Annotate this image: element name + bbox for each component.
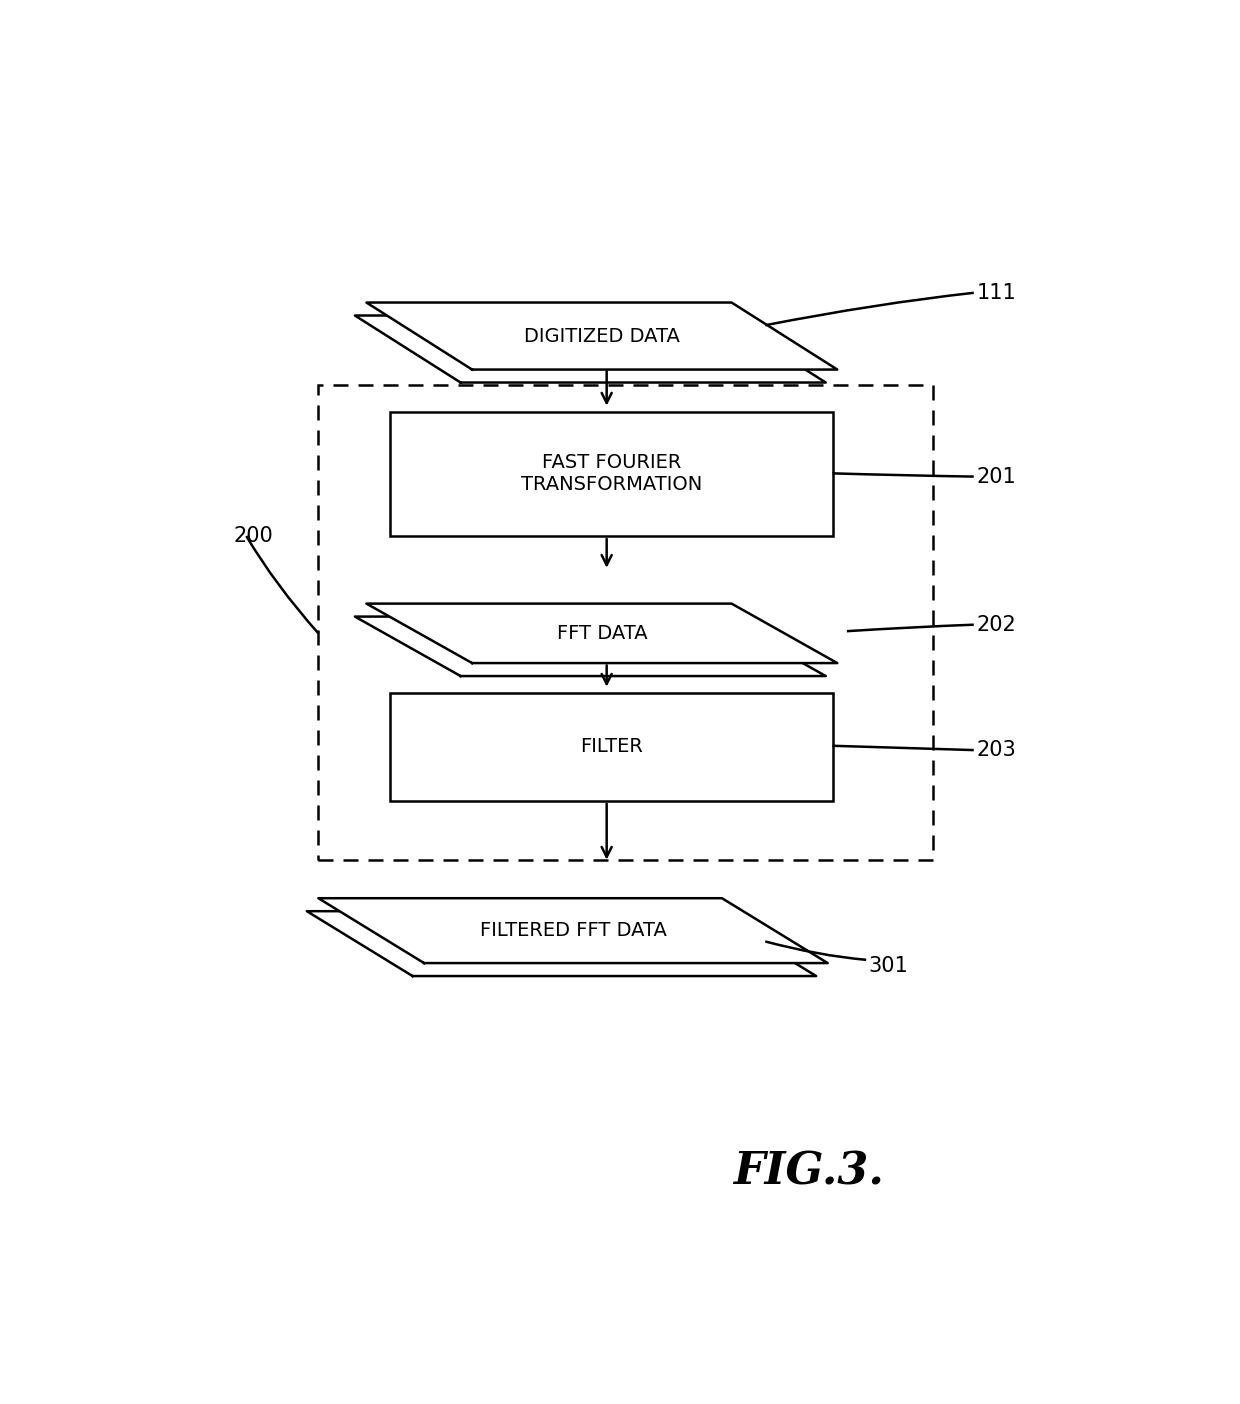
FancyBboxPatch shape [391,692,832,800]
Polygon shape [355,316,826,382]
Polygon shape [355,616,826,677]
Polygon shape [367,302,837,369]
Text: 200: 200 [234,526,274,546]
Polygon shape [319,899,828,963]
Text: FFT DATA: FFT DATA [557,623,647,643]
Text: 111: 111 [977,282,1017,303]
FancyBboxPatch shape [391,411,832,536]
Text: 202: 202 [977,615,1017,635]
Text: FAST FOURIER
TRANSFORMATION: FAST FOURIER TRANSFORMATION [521,453,702,494]
Text: 301: 301 [868,956,908,976]
Polygon shape [367,604,837,663]
Text: 201: 201 [977,466,1017,487]
Text: FIG.3.: FIG.3. [733,1150,884,1193]
Text: 203: 203 [977,740,1017,760]
Text: FILTERED FFT DATA: FILTERED FFT DATA [480,921,666,941]
Text: FILTER: FILTER [580,737,642,757]
Text: DIGITIZED DATA: DIGITIZED DATA [525,327,680,345]
Polygon shape [306,911,816,976]
